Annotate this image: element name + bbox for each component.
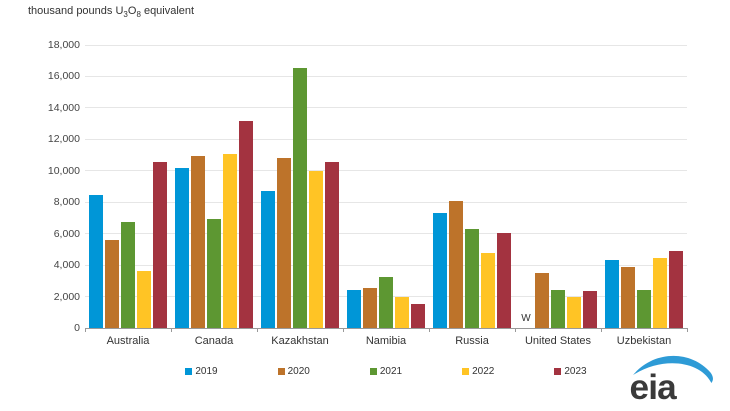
chart-title-text: thousand pounds U xyxy=(28,5,124,17)
legend-label: 2022 xyxy=(472,366,495,377)
chart-title-subscript: 3 xyxy=(123,10,128,20)
gridline xyxy=(85,264,687,266)
legend-item: 2021 xyxy=(369,366,403,377)
bar xyxy=(637,289,651,328)
bar xyxy=(497,232,511,328)
bar xyxy=(105,239,119,328)
y-tick-label: 12,000 xyxy=(47,133,80,146)
chart-title-subscript: 8 xyxy=(136,10,141,20)
legend-item: 2022 xyxy=(462,366,494,377)
x-tick-label: Australia xyxy=(106,335,150,347)
bar xyxy=(293,67,307,328)
legend-label: 2019 xyxy=(195,366,218,377)
legend-label: 2021 xyxy=(379,366,403,377)
bar xyxy=(583,290,597,328)
legend-label: 2023 xyxy=(564,366,587,377)
y-tick-label: 4,000 xyxy=(53,259,80,272)
bar xyxy=(309,171,323,328)
bar xyxy=(175,168,189,328)
legend-swatch xyxy=(369,368,377,375)
x-tick-label: Canada xyxy=(194,335,234,347)
chart-title-text: equivalent xyxy=(140,5,195,17)
bar xyxy=(277,158,291,328)
x-axis-tick xyxy=(343,328,344,332)
chart-title-text: O xyxy=(127,5,137,17)
legend: 2019 2020 2021 2022 2023 xyxy=(85,366,687,377)
bar xyxy=(551,289,565,328)
bar xyxy=(121,221,135,328)
x-axis-tick xyxy=(687,328,688,332)
bar xyxy=(153,162,167,328)
x-tick-label: Namibia xyxy=(365,335,407,347)
gridline xyxy=(85,201,687,203)
bar xyxy=(481,253,495,328)
legend-item: 2023 xyxy=(554,366,587,377)
bar xyxy=(223,153,237,328)
y-tick-label: 16,000 xyxy=(47,70,80,83)
gridline xyxy=(85,44,687,46)
withheld-value-label: W xyxy=(521,313,531,324)
y-tick-label: 8,000 xyxy=(53,196,80,209)
bar xyxy=(325,162,339,328)
legend-swatch xyxy=(185,368,193,375)
y-tick-label: 18,000 xyxy=(47,39,80,51)
x-axis-tick xyxy=(257,328,258,332)
legend-swatch xyxy=(462,368,470,375)
bar xyxy=(261,191,275,328)
x-axis-tick xyxy=(601,328,602,332)
bar xyxy=(363,288,377,328)
gridline xyxy=(85,170,687,172)
bar xyxy=(379,277,393,328)
bar xyxy=(89,194,103,328)
bar xyxy=(535,272,549,328)
gridline xyxy=(85,75,687,77)
bar xyxy=(347,289,361,328)
bar xyxy=(137,270,151,328)
eia-logo: eia xyxy=(630,355,713,405)
legend-item: 2020 xyxy=(277,366,310,377)
x-tick-label: United States xyxy=(524,335,592,347)
legend-label: 2020 xyxy=(287,366,310,377)
x-tick-label: Kazakhstan xyxy=(271,335,329,347)
legend-swatch xyxy=(277,368,285,375)
bar xyxy=(465,228,479,328)
bar xyxy=(191,155,205,328)
bar xyxy=(669,251,683,328)
y-tick-label: 14,000 xyxy=(47,101,80,114)
gridline xyxy=(85,233,687,235)
x-axis-tick xyxy=(85,328,86,332)
bar xyxy=(411,303,425,328)
chart-title: thousand pounds U3O8 equivalent xyxy=(28,5,194,19)
x-axis-tick xyxy=(171,328,172,332)
y-tick-label: 6,000 xyxy=(53,227,80,240)
bar xyxy=(653,257,667,328)
bar xyxy=(449,200,463,328)
eia-logo-text: eia xyxy=(630,368,678,405)
eia-logo-swoosh-icon xyxy=(633,355,713,384)
bar xyxy=(605,259,619,328)
y-tick-label: 0 xyxy=(74,322,80,334)
bar xyxy=(567,297,581,328)
bar xyxy=(207,219,221,328)
x-axis-line xyxy=(85,328,687,329)
y-tick-label: 2,000 xyxy=(53,290,80,303)
x-axis-tick xyxy=(429,328,430,332)
bar xyxy=(239,121,253,328)
bar xyxy=(621,267,635,328)
bar xyxy=(395,297,409,328)
legend-item: 2019 xyxy=(185,366,218,377)
x-tick-label: Russia xyxy=(455,335,489,347)
plot-area: 0 2,000 4,000 6,000 8,000 10,000 12,000 14,000 1… xyxy=(48,39,688,347)
x-tick-label: Uzbekistan xyxy=(616,335,672,347)
y-tick-label: 10,000 xyxy=(47,164,80,177)
x-axis-tick xyxy=(515,328,516,332)
legend-swatch xyxy=(554,368,562,375)
bar xyxy=(433,212,447,328)
gridline xyxy=(85,107,687,109)
gridline xyxy=(85,138,687,140)
